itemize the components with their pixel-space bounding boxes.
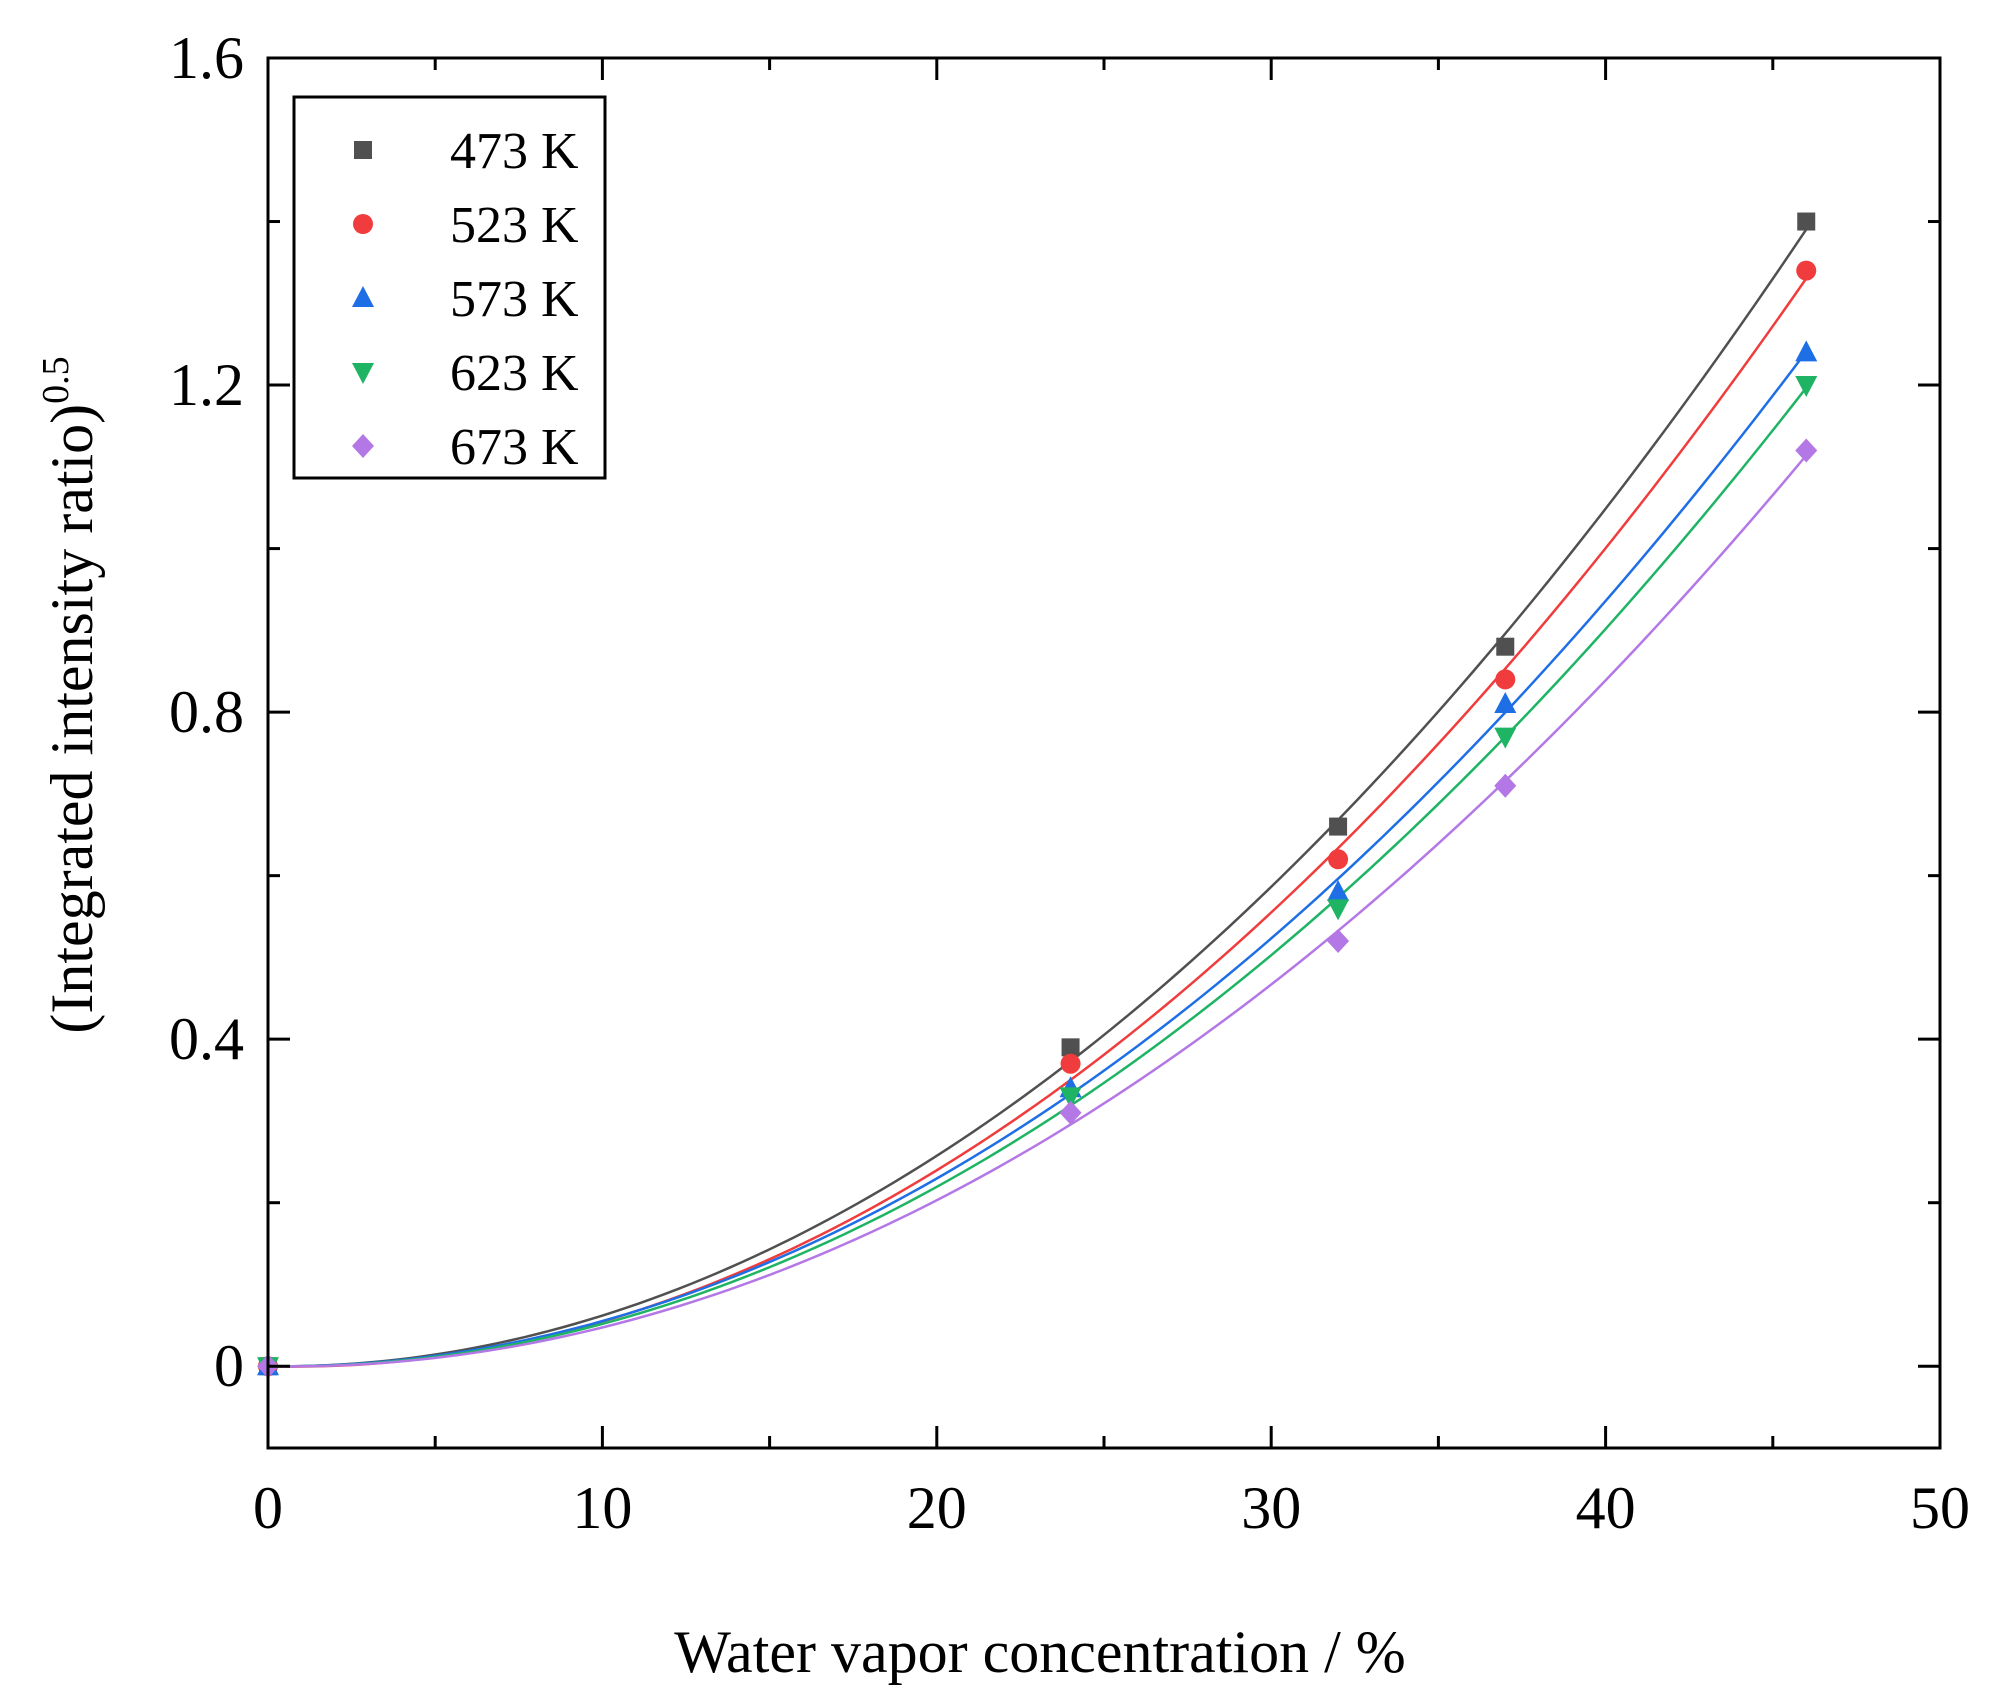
data-point: [1059, 1087, 1082, 1109]
data-point: [1796, 260, 1817, 281]
data-point: [1495, 669, 1516, 690]
fit-curve-623-K: [267, 386, 1808, 1368]
data-point: [1327, 899, 1350, 921]
fit-curves: [267, 228, 1808, 1368]
x-tick-label: 50: [1910, 1475, 1970, 1541]
legend-label: 573 K: [450, 271, 579, 328]
x-tick-labels: 0 10 20 30 40 50: [253, 1475, 1970, 1541]
y-tick-label: 1.2: [169, 352, 244, 418]
data-point: [1494, 691, 1517, 713]
legend-marker: [352, 434, 374, 458]
x-axis-title: Water vapor concentration / %: [674, 1619, 1406, 1685]
data-point: [1797, 212, 1816, 231]
data-point: [1496, 637, 1515, 656]
legend-marker: [353, 214, 373, 234]
x-tick-label: 0: [253, 1475, 283, 1541]
data-point: [1494, 773, 1517, 798]
data-point: [1327, 929, 1350, 954]
data-point: [1327, 880, 1350, 901]
legend-label: 623 K: [450, 345, 579, 402]
y-tick-label: 1.6: [169, 25, 244, 91]
legend-label: 673 K: [450, 419, 579, 476]
legend-box: [292, 95, 607, 480]
y-tick-labels: 0 0.4 0.8 1.2 1.6: [169, 25, 244, 1399]
legend-marker: [352, 286, 374, 307]
y-tick-label: 0.4: [169, 1006, 244, 1072]
legend: 473 K 523 K 573 K 623 K 673 K: [292, 95, 607, 480]
data-point: [1059, 1100, 1082, 1125]
y-axis-title-exponent: 0.5: [35, 356, 77, 404]
axes: [266, 56, 1942, 1450]
data-point: [1328, 849, 1349, 870]
data-point: [1494, 727, 1517, 749]
legend-label: 473 K: [450, 123, 579, 180]
x-tick-label: 40: [1576, 1475, 1636, 1541]
x-tick-label: 10: [572, 1475, 632, 1541]
data-point: [1795, 438, 1818, 463]
data-point: [1329, 817, 1348, 836]
y-axis-title-main: (Integrated intensity ratio): [39, 404, 105, 1034]
legend-marker: [354, 141, 372, 159]
data-point: [1061, 1038, 1080, 1057]
fit-curve-473-K: [267, 228, 1808, 1368]
fit-curve-573-K: [267, 350, 1808, 1368]
legend-label: 523 K: [450, 197, 579, 254]
legend-marker: [352, 363, 374, 384]
data-point: [1795, 376, 1818, 398]
y-axis-title: (Integrated intensity ratio)0.5: [35, 356, 105, 1033]
y-tick-label: 0: [214, 1333, 244, 1399]
y-tick-label: 0.8: [169, 679, 244, 745]
fit-curve-673-K: [267, 454, 1808, 1368]
data-point: [1795, 340, 1818, 362]
data-point: [1060, 1053, 1081, 1074]
x-tick-label: 30: [1241, 1475, 1301, 1541]
x-tick-label: 20: [907, 1475, 967, 1541]
